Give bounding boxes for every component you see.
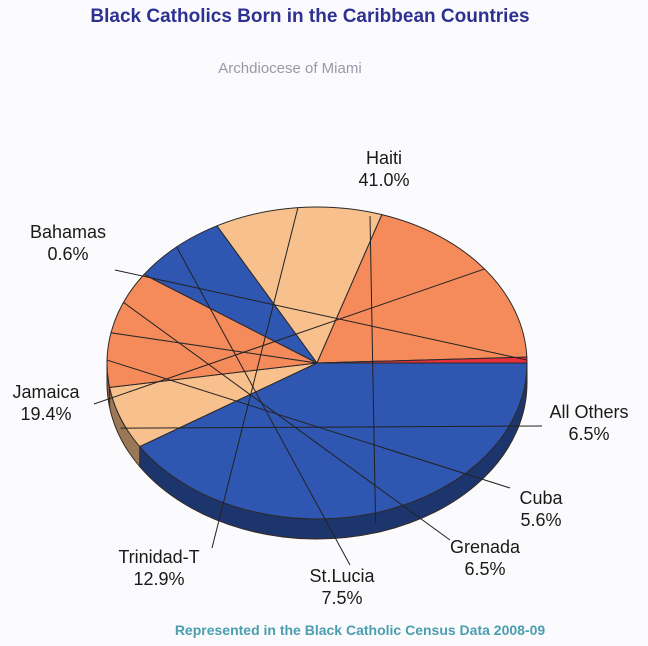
- slice-pct-grenada: 6.5%: [464, 559, 505, 579]
- slice-label-trinidad-t: Trinidad-T: [118, 547, 199, 567]
- leader-haiti: [369, 215, 377, 523]
- leader-lines: [93, 207, 543, 566]
- leader-bahamas: [114, 269, 528, 361]
- slice-pct-all-others: 6.5%: [568, 424, 609, 444]
- leader-trinidad-t: [211, 207, 299, 549]
- slice-pct-cuba: 5.6%: [520, 510, 561, 530]
- pie-slices: [106, 206, 528, 520]
- leader-all-others: [120, 425, 543, 429]
- chart-subtitle: Archdiocese of Miami: [218, 60, 362, 77]
- slice-label-grenada: Grenada: [450, 537, 521, 557]
- slice-pct-jamaica: 19.4%: [20, 404, 71, 424]
- leader-grenada: [123, 301, 451, 541]
- slice-label-haiti: Haiti: [366, 148, 402, 168]
- slice-label-jamaica: Jamaica: [12, 382, 80, 402]
- slice-label-cuba: Cuba: [519, 488, 563, 508]
- slice-pct-bahamas: 0.6%: [47, 244, 88, 264]
- leader-cuba: [106, 359, 511, 489]
- slice-label-all-others: All Others: [549, 402, 628, 422]
- slice-pct-st-lucia: 7.5%: [321, 588, 362, 608]
- leader-jamaica: [93, 268, 485, 405]
- slice-pct-haiti: 41.0%: [358, 170, 409, 190]
- chart-title: Black Catholics Born in the Caribbean Co…: [90, 6, 530, 27]
- chart-source: Represented in the Black Catholic Census…: [174, 622, 546, 638]
- pie-slice-bahamas: [316, 356, 528, 364]
- slice-label-st-lucia: St.Lucia: [309, 566, 375, 586]
- slice-label-bahamas: Bahamas: [30, 222, 106, 242]
- leader-st-lucia: [176, 246, 351, 566]
- slice-pct-trinidad-t: 12.9%: [133, 569, 184, 589]
